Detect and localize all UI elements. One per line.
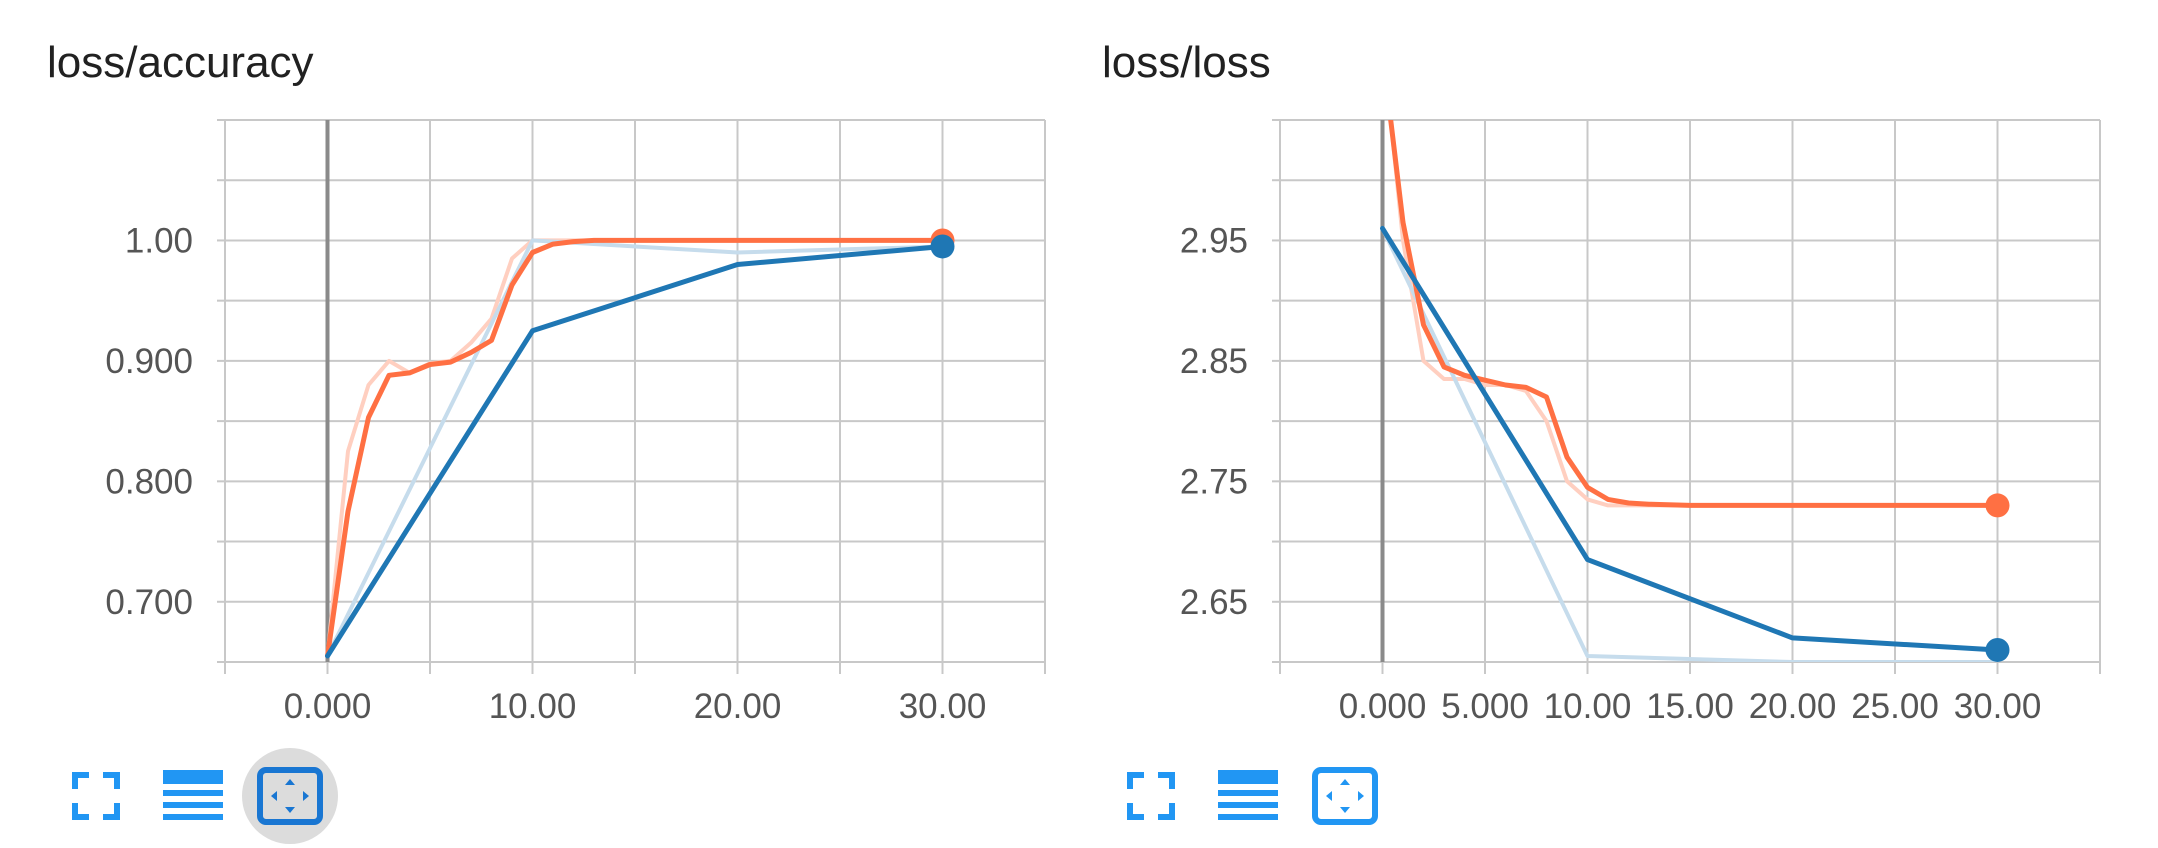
toggle-log-scale-button[interactable] — [1200, 748, 1296, 844]
fullscreen-button[interactable] — [1103, 748, 1199, 844]
y-tick-label: 0.800 — [105, 462, 193, 501]
x-tick-label: 0.000 — [284, 687, 372, 726]
fit-domain-icon — [257, 767, 323, 825]
fullscreen-icon — [1127, 772, 1175, 820]
series-line — [325, 237, 945, 659]
x-tick-label: 0.000 — [1339, 687, 1427, 726]
grid — [217, 119, 1046, 674]
fit-domain-button[interactable] — [1297, 748, 1393, 844]
series-group — [325, 237, 945, 659]
x-tick-label: 20.00 — [1749, 687, 1837, 726]
series-end-point — [930, 234, 955, 259]
y-tick-label: 1.00 — [125, 221, 193, 260]
fit-domain-icon — [1312, 767, 1378, 825]
series-line — [325, 238, 945, 658]
x-tick-label: 10.00 — [1544, 687, 1632, 726]
series-line — [325, 244, 945, 659]
y-tick-label: 2.75 — [1180, 462, 1248, 501]
fullscreen-icon — [72, 772, 120, 820]
series-line — [1388, 120, 2000, 508]
y-tick-label: 2.65 — [1180, 583, 1248, 622]
x-tick-label: 30.00 — [899, 687, 987, 726]
list-icon — [1218, 770, 1278, 820]
x-tick-label: 20.00 — [694, 687, 782, 726]
y-tick-label: 0.700 — [105, 583, 193, 622]
x-tick-label: 5.000 — [1441, 687, 1529, 726]
y-tick-label: 2.85 — [1180, 342, 1248, 381]
y-tick-label: 0.900 — [105, 342, 193, 381]
x-tick-label: 15.00 — [1646, 687, 1734, 726]
chart-title: loss/loss — [1102, 38, 1271, 87]
chart-card-accuracy: loss/accuracy 0.700 0.800 0.900 1.00 0.000 10… — [0, 0, 1050, 846]
fit-domain-button[interactable] — [242, 748, 338, 844]
x-tick-label: 25.00 — [1851, 687, 1939, 726]
fullscreen-button[interactable] — [48, 748, 144, 844]
y-tick-label: 2.95 — [1180, 221, 1248, 260]
x-tick-label: 10.00 — [489, 687, 577, 726]
list-icon — [163, 770, 223, 820]
toggle-log-scale-button[interactable] — [145, 748, 241, 844]
series-end-point — [1985, 637, 2010, 662]
chart-loss-plot[interactable]: 2.65 2.75 2.85 2.95 0.000 5.000 10.00 15.00 20.0… — [1055, 0, 2105, 740]
grid — [1272, 119, 2101, 674]
chart-card-loss: loss/loss 2.65 2.75 2.85 2.95 0.000 5.000 10.0… — [1055, 0, 2105, 846]
x-tick-label: 30.00 — [1954, 687, 2042, 726]
chart-title: loss/accuracy — [47, 38, 314, 87]
series-end-point — [1985, 493, 2010, 518]
series-line — [1380, 225, 2000, 653]
series-line — [1388, 120, 2000, 508]
series-line — [1380, 226, 2000, 662]
chart-accuracy-plot[interactable]: 0.700 0.800 0.900 1.00 0.000 10.00 20.00 30.00 — [0, 0, 1050, 740]
series-group — [1380, 120, 2000, 662]
